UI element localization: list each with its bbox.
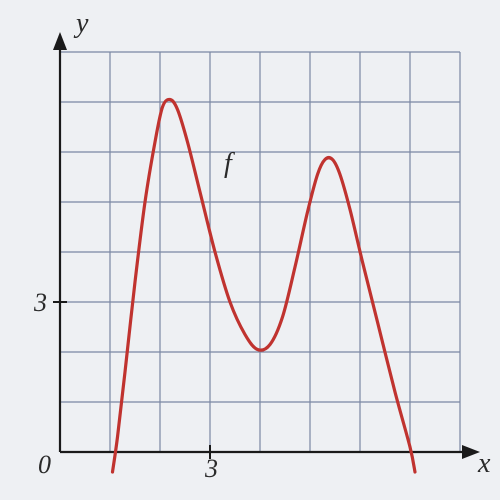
function-label: f [224,148,232,180]
y-axis-label: y [76,8,88,40]
origin-label: 0 [38,450,51,480]
y-tick-label: 3 [34,288,47,318]
chart-frame: y x 0 3 3 f [0,0,500,500]
x-axis-label: x [478,448,490,480]
plot-svg [0,0,500,500]
x-tick-label: 3 [205,454,218,484]
